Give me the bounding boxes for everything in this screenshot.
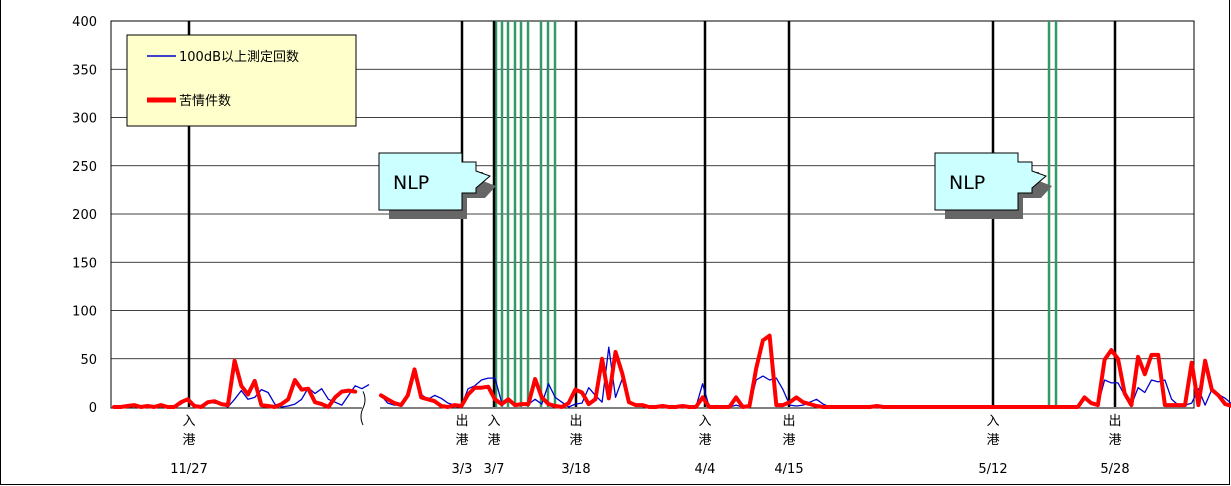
event-label: 出 <box>782 414 795 429</box>
legend-box <box>126 34 357 127</box>
nlp-label-2: NLP <box>949 172 985 194</box>
event-label: 港 <box>986 433 999 448</box>
y-tick-label: 0 <box>89 401 97 416</box>
event-date-label: 5/28 <box>1100 462 1129 477</box>
series-line-complaints <box>112 358 358 409</box>
y-axis-ticks: 0 50 100 150 200 250 300 350 400 <box>72 15 97 416</box>
y-tick-label: 300 <box>72 112 97 127</box>
nlp-callout-1: NLP <box>378 152 496 219</box>
legend: 100dB以上測定回数 苦情件数 <box>126 34 357 127</box>
event-date-label: 3/18 <box>561 462 590 477</box>
legend-label-measure: 100dB以上測定回数 <box>179 50 299 65</box>
event-label: 出 <box>1108 414 1121 429</box>
event-label: 港 <box>487 433 500 448</box>
event-date-label: 5/12 <box>978 462 1007 477</box>
series-line-complaints <box>379 333 1231 409</box>
event-label: 入 <box>698 414 711 429</box>
event-label: 港 <box>1108 433 1121 448</box>
event-label: 港 <box>182 433 195 448</box>
event-label: 出 <box>455 414 468 429</box>
event-label: 入 <box>487 414 500 429</box>
axis-break-mark <box>360 391 380 426</box>
event-label: 出 <box>569 414 582 429</box>
nlp-period-lines <box>494 21 1058 407</box>
event-label: 港 <box>455 433 468 448</box>
event-date-label: 4/4 <box>695 462 716 477</box>
event-labels: 入港11/27出港3/3入港3/7出港3/18入港4/4出港4/15入港5/12… <box>170 414 1129 477</box>
y-tick-label: 400 <box>72 15 97 30</box>
event-label: 港 <box>698 433 711 448</box>
y-tick-label: 250 <box>72 160 97 175</box>
y-tick-label: 200 <box>72 208 97 223</box>
event-date-label: 3/7 <box>484 462 505 477</box>
event-label: 入 <box>182 414 195 429</box>
y-tick-label: 50 <box>80 353 97 368</box>
y-tick-label: 350 <box>72 63 97 78</box>
y-tick-label: 150 <box>72 256 97 271</box>
nlp-label-1: NLP <box>393 172 429 194</box>
event-date-label: 11/27 <box>170 462 207 477</box>
event-label: 港 <box>782 433 795 448</box>
event-label: 港 <box>569 433 582 448</box>
event-date-label: 3/3 <box>452 462 473 477</box>
y-tick-label: 100 <box>72 305 97 320</box>
nlp-callout-2: NLP <box>934 152 1052 219</box>
series-lines <box>112 333 1231 409</box>
legend-label-complaints: 苦情件数 <box>179 93 231 109</box>
event-date-label: 4/15 <box>774 462 803 477</box>
event-label: 入 <box>986 414 999 429</box>
